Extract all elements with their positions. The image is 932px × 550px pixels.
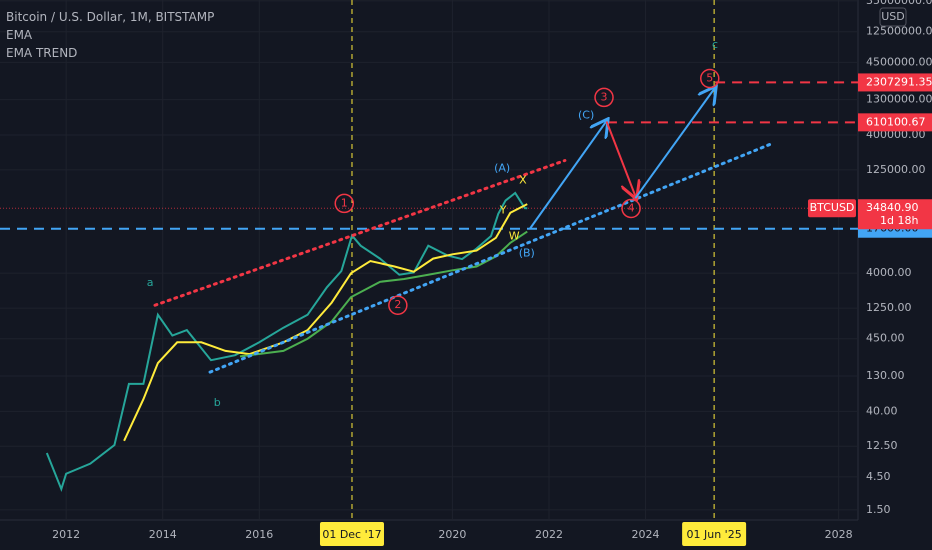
annotation-circle	[594, 87, 614, 108]
annotation: (A)	[494, 162, 510, 175]
y-tick-label: 4.50	[866, 470, 891, 483]
y-tick-label: 40.00	[866, 404, 898, 417]
last-price-box	[858, 199, 932, 230]
date-marker-box	[682, 522, 747, 546]
x-tick-label: 2016	[245, 528, 273, 541]
annotation-circle	[388, 295, 408, 315]
symbol-box	[808, 199, 856, 218]
x-tick-label: 2020	[438, 528, 466, 541]
date-marker-box	[319, 522, 384, 546]
date-marker-label: 01 Jun '25	[687, 528, 742, 541]
countdown: 1d 18h	[880, 214, 918, 227]
y-tick-label: 4000.00	[866, 266, 912, 279]
price-box	[858, 113, 932, 132]
x-tick-label: 2014	[149, 528, 177, 541]
currency[interactable]: USD	[881, 10, 905, 23]
price-box	[858, 73, 932, 92]
annotation: 5	[706, 72, 713, 85]
annotation-circle	[700, 68, 720, 89]
trendline	[529, 120, 607, 230]
price-box-label: 2307291.35	[866, 75, 932, 88]
currency-box[interactable]	[879, 7, 907, 27]
annotation: (C)	[578, 109, 594, 122]
x-tick-label: 2028	[825, 528, 853, 541]
trendline	[605, 121, 636, 197]
annotation: a	[147, 276, 154, 289]
annotation: X	[519, 173, 527, 186]
y-tick-label: 1250.00	[866, 301, 912, 314]
annotation: 3	[601, 90, 608, 103]
annotation: 4	[628, 201, 635, 214]
y-tick-label: 450.00	[866, 332, 905, 345]
y-tick-label: 35000000.00	[866, 0, 932, 7]
indicator-label: EMA TREND	[6, 46, 78, 60]
y-tick-label: 4500000.00	[866, 55, 932, 68]
series-line	[123, 203, 528, 442]
price-box-label: 610100.67	[866, 115, 926, 128]
date-marker-label: 01 Dec '17	[322, 528, 381, 541]
chart-title: Bitcoin / U.S. Dollar, 1M, BITSTAMP	[6, 10, 215, 24]
series-line	[45, 191, 528, 493]
x-tick-label: 2022	[535, 528, 563, 541]
annotation: (B)	[519, 246, 535, 259]
trendline	[208, 142, 774, 374]
y-tick-label: 1300000.00	[866, 93, 932, 106]
annotation: c	[712, 38, 718, 51]
annotation: W	[509, 229, 520, 242]
trendline	[153, 159, 567, 307]
trendline	[634, 88, 715, 199]
annotation: Y	[499, 203, 507, 216]
last-price-label: 34840.90	[866, 201, 919, 214]
y-tick-label: 130.00	[866, 369, 905, 382]
annotation: 2	[394, 298, 401, 311]
x-tick-label: 2024	[632, 528, 660, 541]
y-tick-label: 12500000.00	[866, 25, 932, 38]
x-tick-label: 2012	[52, 528, 80, 541]
annotation-circle	[334, 193, 355, 214]
annotation: 1	[341, 196, 348, 209]
annotation-circle	[621, 198, 641, 219]
indicator-label: EMA	[6, 28, 33, 42]
y-tick-label: 1.50	[866, 503, 891, 516]
y-tick-label: 125000.00	[866, 163, 926, 176]
symbol-label: BTCUSD	[810, 201, 855, 214]
annotation: b	[214, 396, 221, 409]
y-tick-label: 12.50	[866, 439, 898, 452]
